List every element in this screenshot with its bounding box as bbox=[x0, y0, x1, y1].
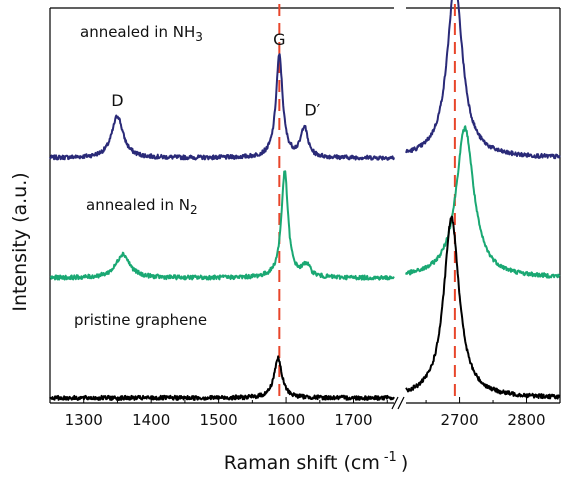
axis-break-mark bbox=[391, 396, 399, 410]
x-tick-label: 1700 bbox=[334, 411, 372, 429]
series-label: pristine graphene bbox=[74, 311, 207, 329]
series-line-1-segment-1 bbox=[405, 125, 561, 279]
x-axis-label-suffix: ) bbox=[401, 452, 408, 474]
x-axis-label: Raman shift (cm -1) bbox=[224, 450, 408, 474]
series-label-text: annealed in N bbox=[86, 196, 190, 214]
peak-label: G bbox=[273, 30, 285, 49]
series-label-text: pristine graphene bbox=[74, 311, 207, 329]
x-axis-label-superscript: -1 bbox=[384, 450, 397, 465]
x-axis-label-main: Raman shift (cm bbox=[224, 452, 380, 474]
series-label-text: annealed in NH bbox=[80, 23, 195, 41]
series-line-2-segment-0 bbox=[49, 355, 395, 402]
x-tick-label: 2700 bbox=[440, 411, 478, 429]
y-axis-label: Intensity (a.u.) bbox=[9, 172, 31, 311]
plot-layer: 1300 1400 1500 1600 1700 2700 2800 annealed in … bbox=[49, 0, 561, 429]
series-line-0-segment-0 bbox=[49, 53, 395, 161]
peak-label: D bbox=[111, 91, 123, 110]
series-line-0-segment-1 bbox=[405, 0, 561, 160]
series-line-1-segment-0 bbox=[49, 170, 395, 281]
x-tick-label: 2800 bbox=[507, 411, 545, 429]
x-tick-label: 1400 bbox=[132, 411, 170, 429]
peak-label: D′ bbox=[304, 100, 320, 119]
x-tick-label: 1600 bbox=[267, 411, 305, 429]
series-label: annealed in NH3 bbox=[80, 23, 203, 44]
x-tick-label: 1300 bbox=[65, 411, 103, 429]
series-label-subscript: 3 bbox=[195, 30, 203, 44]
x-tick-label: 1500 bbox=[200, 411, 238, 429]
series-label: annealed in N2 bbox=[86, 196, 198, 217]
series-label-subscript: 2 bbox=[190, 203, 198, 217]
series-line-2-segment-1 bbox=[405, 215, 561, 400]
axis-break-mark bbox=[397, 396, 405, 410]
